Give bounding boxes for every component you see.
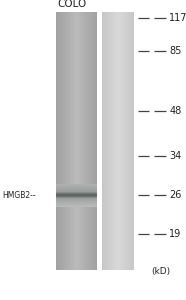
Bar: [57, 12, 58, 270]
Bar: [56, 202, 97, 203]
Bar: [109, 12, 110, 270]
Bar: [66, 12, 67, 270]
Bar: [131, 12, 132, 270]
Bar: [56, 203, 97, 204]
Bar: [122, 12, 123, 270]
Bar: [56, 204, 97, 205]
Bar: [93, 12, 94, 270]
Bar: [86, 12, 87, 270]
Text: 19: 19: [169, 229, 182, 239]
Bar: [90, 12, 91, 270]
Bar: [75, 12, 76, 270]
Bar: [114, 12, 115, 270]
Bar: [107, 12, 108, 270]
Bar: [56, 206, 97, 207]
Bar: [56, 191, 97, 192]
Bar: [56, 198, 97, 199]
Text: 26: 26: [169, 190, 182, 200]
Bar: [103, 12, 104, 270]
Bar: [63, 12, 64, 270]
Bar: [91, 12, 92, 270]
Bar: [129, 12, 130, 270]
Bar: [72, 12, 73, 270]
Bar: [132, 12, 133, 270]
Bar: [89, 12, 90, 270]
Bar: [56, 190, 97, 191]
Bar: [127, 12, 128, 270]
Bar: [92, 12, 93, 270]
Bar: [112, 12, 113, 270]
Bar: [105, 12, 106, 270]
Bar: [58, 12, 59, 270]
Bar: [115, 12, 116, 270]
Bar: [74, 12, 75, 270]
Bar: [96, 12, 97, 270]
Bar: [68, 12, 69, 270]
Bar: [130, 12, 131, 270]
Text: 34: 34: [169, 151, 182, 161]
Bar: [110, 12, 111, 270]
Bar: [56, 185, 97, 186]
Bar: [128, 12, 129, 270]
Bar: [56, 199, 97, 200]
Bar: [79, 12, 80, 270]
Bar: [67, 12, 68, 270]
Bar: [116, 12, 117, 270]
Bar: [82, 12, 83, 270]
Bar: [76, 12, 77, 270]
Bar: [56, 189, 97, 190]
Bar: [102, 12, 103, 270]
Bar: [104, 12, 105, 270]
Bar: [95, 12, 96, 270]
Bar: [83, 12, 84, 270]
Bar: [64, 12, 65, 270]
Bar: [56, 187, 97, 188]
Bar: [124, 12, 125, 270]
Bar: [69, 12, 70, 270]
Bar: [84, 12, 85, 270]
Bar: [126, 12, 127, 270]
Bar: [62, 12, 63, 270]
Bar: [108, 12, 109, 270]
Bar: [125, 12, 126, 270]
Bar: [87, 12, 88, 270]
Bar: [81, 12, 82, 270]
Bar: [78, 12, 79, 270]
Text: 85: 85: [169, 46, 182, 56]
Bar: [120, 12, 121, 270]
Bar: [118, 12, 119, 270]
Bar: [59, 12, 60, 270]
Bar: [70, 12, 71, 270]
Bar: [88, 12, 89, 270]
Bar: [56, 205, 97, 206]
Bar: [56, 200, 97, 201]
Bar: [119, 12, 120, 270]
Bar: [106, 12, 107, 270]
Text: (kD): (kD): [151, 267, 170, 276]
Bar: [71, 12, 72, 270]
Bar: [56, 188, 97, 189]
Text: 48: 48: [169, 106, 182, 116]
Bar: [73, 12, 74, 270]
Bar: [121, 12, 122, 270]
Text: COLO: COLO: [57, 0, 86, 9]
Bar: [61, 12, 62, 270]
Bar: [85, 12, 86, 270]
Bar: [65, 12, 66, 270]
Bar: [56, 186, 97, 187]
Bar: [80, 12, 81, 270]
Bar: [133, 12, 134, 270]
Bar: [77, 12, 78, 270]
Bar: [117, 12, 118, 270]
Text: 117: 117: [169, 13, 186, 23]
Bar: [94, 12, 95, 270]
Bar: [111, 12, 112, 270]
Bar: [113, 12, 114, 270]
Text: HMGB2--: HMGB2--: [2, 190, 36, 200]
Bar: [56, 201, 97, 202]
Bar: [123, 12, 124, 270]
Bar: [56, 12, 57, 270]
Bar: [60, 12, 61, 270]
Bar: [56, 184, 97, 185]
